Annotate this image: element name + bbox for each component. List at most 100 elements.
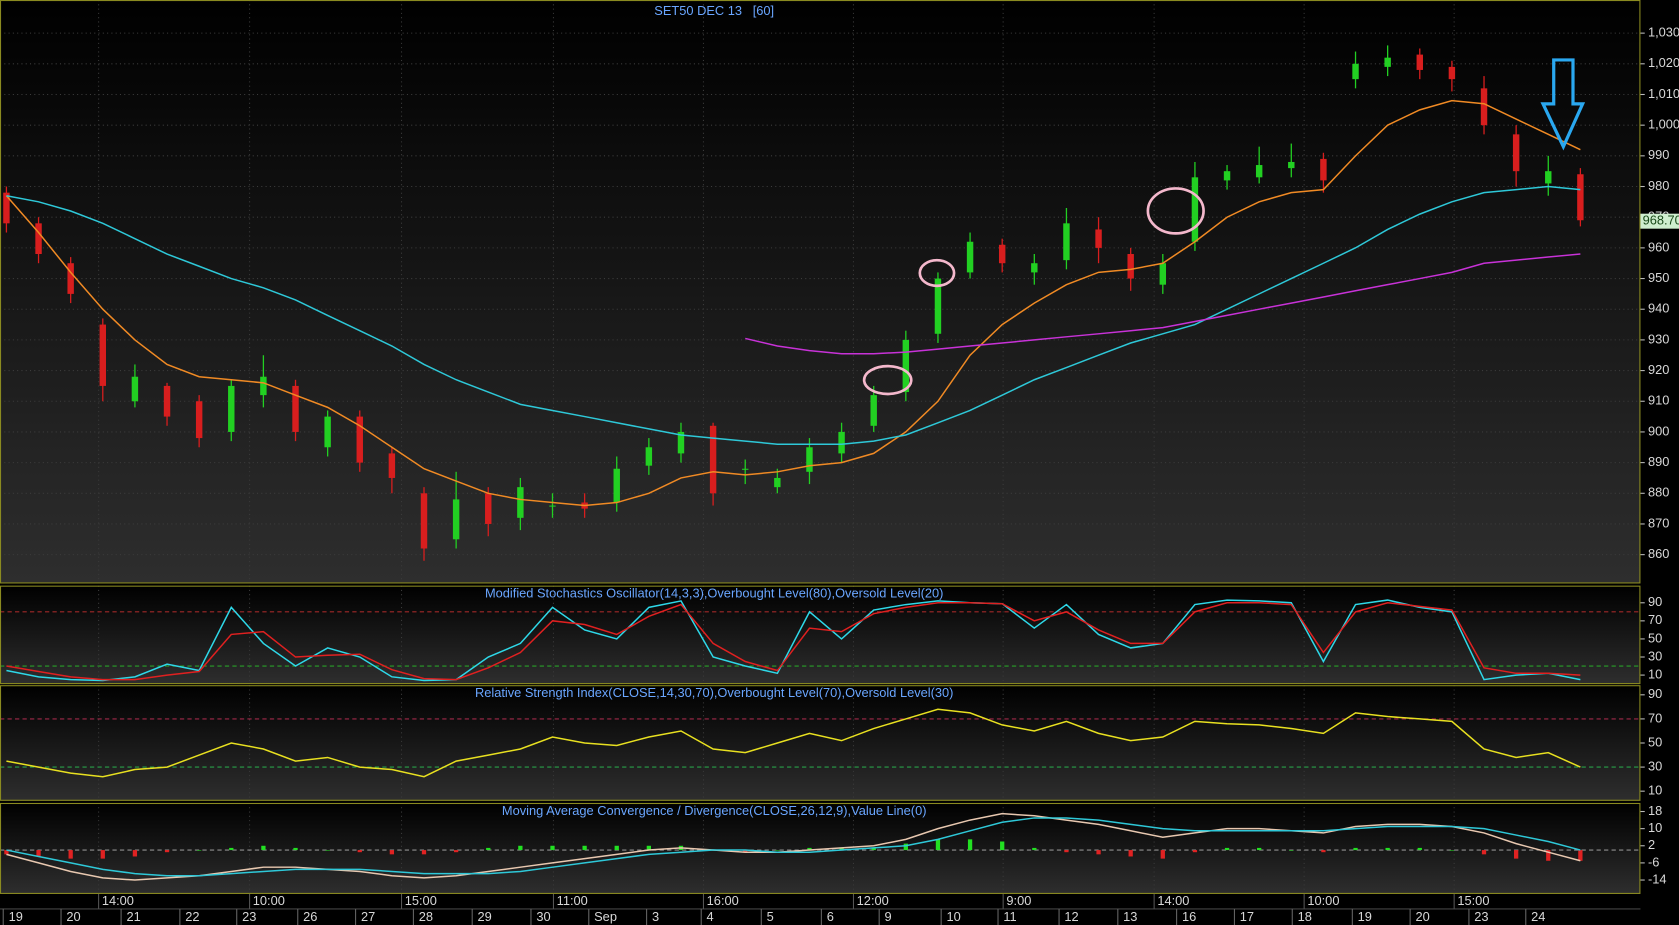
candle-body xyxy=(645,447,653,466)
candle-body xyxy=(324,416,331,448)
x-time-label: 16:00 xyxy=(707,893,739,908)
candle-body xyxy=(131,376,139,402)
candle-body xyxy=(1223,171,1231,181)
histogram-bar xyxy=(325,850,330,851)
last-price-box xyxy=(1640,213,1679,229)
x-time-label: 10:00 xyxy=(1307,893,1339,908)
y-tick-label: 50 xyxy=(1648,734,1662,749)
x-time-label: 9:00 xyxy=(1006,893,1031,908)
histogram-bar xyxy=(486,847,491,851)
candle-body xyxy=(1480,88,1488,126)
histogram-bar xyxy=(1096,850,1101,855)
x-date-label: 5 xyxy=(767,909,774,924)
histogram-bar xyxy=(1513,850,1519,859)
x-time-label: 14:00 xyxy=(1157,893,1189,908)
y-tick-label: 18 xyxy=(1648,803,1662,818)
histogram-bar xyxy=(453,850,459,853)
histogram-bar xyxy=(1385,847,1390,851)
panel-background xyxy=(0,802,1641,894)
y-tick-label: 90 xyxy=(1648,594,1662,609)
candle-body xyxy=(195,401,203,439)
last-price-label: 968.70 xyxy=(1643,213,1679,228)
candle-body xyxy=(228,385,235,432)
candle-body xyxy=(709,425,717,494)
panel-border xyxy=(0,0,1641,584)
histogram-bar xyxy=(421,850,427,855)
panel xyxy=(0,0,1641,584)
y-tick-label: 10 xyxy=(1648,820,1662,835)
y-tick-label: 990 xyxy=(1648,147,1669,162)
histogram-bar xyxy=(1353,847,1358,851)
x-date-label: 19 xyxy=(9,909,23,924)
indicator-line xyxy=(6,817,1581,877)
x-time-label: 11:00 xyxy=(557,893,588,908)
histogram-bar xyxy=(197,850,202,851)
candle-body xyxy=(356,416,363,463)
candle-body xyxy=(1031,263,1038,273)
y-tick-label: 70 xyxy=(1648,710,1662,725)
histogram-bar xyxy=(1257,847,1262,851)
candle-body xyxy=(1159,263,1167,285)
candle-body xyxy=(966,241,974,273)
x-time-label: 12:00 xyxy=(857,893,889,908)
candle-body xyxy=(388,453,396,478)
x-date-label: 12 xyxy=(1064,909,1078,924)
histogram-bar xyxy=(1128,850,1133,857)
candle-body xyxy=(902,339,910,393)
candle-body xyxy=(1512,134,1520,172)
candle-body xyxy=(1352,63,1359,80)
candle-body xyxy=(67,263,74,294)
y-tick-label: 50 xyxy=(1648,630,1662,645)
x-date-label: 22 xyxy=(185,909,199,924)
candle-body xyxy=(677,431,685,454)
histogram-bar xyxy=(903,843,908,851)
candle-body xyxy=(1577,174,1584,221)
x-date-label: 21 xyxy=(126,909,140,924)
annotations xyxy=(862,58,1586,396)
indicator-line xyxy=(6,812,1581,881)
x-date-label: 27 xyxy=(361,909,375,924)
y-tick-label: 70 xyxy=(1648,612,1662,627)
histogram-bar xyxy=(1289,850,1294,851)
y-tick-label: 900 xyxy=(1648,423,1669,438)
histogram-bar xyxy=(229,847,234,851)
candle-body xyxy=(1545,171,1552,184)
x-date-label: 3 xyxy=(652,909,659,924)
histogram-bar xyxy=(1064,850,1069,853)
histogram-bar xyxy=(1417,847,1422,851)
x-date-label: 4 xyxy=(707,909,714,924)
histogram-bar xyxy=(871,847,876,851)
y-tick-label: 10 xyxy=(1648,783,1662,798)
panel-background xyxy=(0,0,1641,584)
histogram-bar xyxy=(261,845,266,851)
x-date-label: 13 xyxy=(1123,909,1137,924)
panel-title: Modified Stochastics Oscillator(14,3,3),… xyxy=(485,586,944,601)
histogram-bar xyxy=(775,850,780,851)
x-date-label: 10 xyxy=(947,909,961,924)
histogram-bar xyxy=(357,850,362,853)
y-tick-label: 30 xyxy=(1648,648,1662,663)
y-tick-label: 910 xyxy=(1648,393,1669,408)
histogram-bar xyxy=(1481,850,1487,855)
panel-border xyxy=(0,585,1641,685)
candle-body xyxy=(163,385,171,417)
x-date-label: Sep xyxy=(594,909,617,924)
x-date-label: 23 xyxy=(242,909,256,924)
down-arrow xyxy=(1540,58,1586,151)
candle-body xyxy=(742,468,749,470)
histogram-bar xyxy=(36,850,41,857)
histogram-bar xyxy=(967,839,973,851)
candle-body xyxy=(99,324,107,386)
x-date-label: 17 xyxy=(1240,909,1254,924)
x-date-label: 30 xyxy=(536,909,550,924)
candle-body xyxy=(517,487,524,518)
y-tick-label: 890 xyxy=(1648,454,1669,469)
chart-title: SET50 DEC 13 [60] xyxy=(654,3,774,18)
panel xyxy=(0,685,1641,801)
candle-body xyxy=(1127,254,1134,279)
panel-border xyxy=(0,802,1641,894)
candle-body xyxy=(1416,54,1423,70)
indicator-line xyxy=(5,99,1581,507)
histogram-bar xyxy=(1160,850,1165,859)
